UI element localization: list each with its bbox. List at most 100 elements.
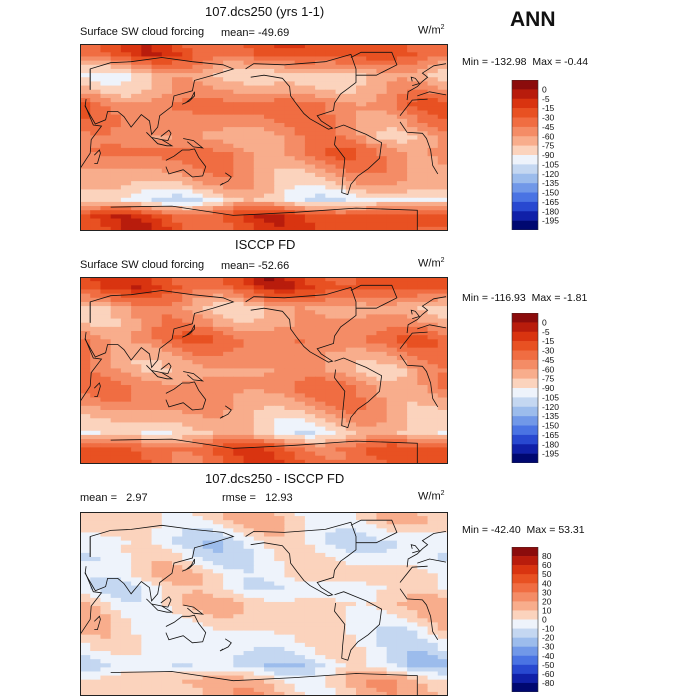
field-cell	[161, 606, 173, 611]
field-cell	[212, 77, 224, 82]
field-cell	[274, 189, 286, 195]
field-cell	[120, 524, 132, 529]
field-cell	[212, 44, 224, 49]
field-cell	[141, 185, 153, 191]
field-cell	[192, 322, 204, 328]
field-cell	[100, 306, 112, 311]
field-cell	[274, 548, 286, 554]
field-cell	[437, 193, 448, 199]
field-cell	[304, 331, 316, 336]
field-cell	[396, 397, 408, 403]
field-cell	[386, 516, 398, 521]
field-cell	[437, 139, 448, 145]
field-cell	[253, 168, 265, 174]
field-cell	[192, 520, 204, 525]
field-cell	[407, 68, 418, 74]
field-cell	[284, 414, 296, 419]
field-cell	[437, 663, 448, 668]
field-cell	[100, 147, 112, 153]
field-cell	[110, 581, 122, 587]
field-cell	[192, 301, 204, 307]
field-cell	[233, 364, 245, 370]
field-cell	[131, 667, 142, 673]
field-cell	[325, 118, 337, 124]
field-cell	[172, 671, 183, 677]
field-cell	[223, 659, 234, 664]
field-cell	[100, 459, 112, 464]
field-cell	[335, 372, 347, 378]
field-cell	[120, 610, 132, 615]
field-cell	[120, 285, 132, 291]
field-cell	[120, 552, 132, 558]
field-cell	[376, 663, 388, 668]
field-cell	[141, 131, 153, 137]
field-cell	[396, 585, 408, 591]
field-cell	[212, 185, 224, 191]
field-cell	[253, 360, 265, 365]
field-cell	[100, 293, 112, 299]
field-cell	[172, 520, 183, 525]
field-cell	[386, 98, 398, 103]
field-cell	[386, 114, 398, 120]
field-cell	[243, 93, 255, 99]
field-cell	[212, 524, 224, 529]
field-cell	[386, 524, 398, 529]
field-cell	[345, 409, 357, 415]
field-cell	[366, 552, 378, 558]
field-cell	[182, 638, 194, 644]
field-cell	[80, 618, 91, 623]
field-cell	[233, 351, 245, 357]
field-cell	[264, 197, 275, 203]
field-cell	[243, 48, 255, 53]
field-cell	[192, 131, 204, 137]
field-cell	[304, 326, 316, 332]
field-cell	[264, 606, 275, 611]
field-cell	[356, 532, 367, 538]
field-cell	[325, 218, 337, 224]
field-cell	[356, 81, 367, 87]
field-cell	[212, 618, 224, 623]
field-cell	[161, 618, 173, 623]
field-cell	[407, 577, 418, 583]
field-cell	[366, 139, 378, 145]
field-cell	[315, 77, 326, 82]
field-cell	[202, 98, 214, 103]
field-cell	[243, 189, 255, 195]
field-cell	[417, 306, 429, 311]
field-cell	[151, 48, 163, 53]
field-cell	[356, 156, 367, 161]
field-cell	[233, 565, 245, 570]
field-cell	[243, 364, 255, 370]
field-cell	[366, 589, 378, 595]
field-cell	[141, 106, 153, 112]
field-cell	[120, 418, 132, 424]
field-cell	[264, 544, 275, 550]
field-cell	[90, 85, 102, 91]
field-cell	[284, 422, 296, 428]
field-cell	[120, 601, 132, 607]
field-cell	[80, 372, 91, 378]
field-cell	[253, 339, 265, 345]
field-cell	[427, 331, 439, 336]
field-cell	[110, 93, 122, 99]
field-cell	[141, 663, 153, 668]
field-cell	[80, 364, 91, 370]
field-cell	[304, 540, 316, 546]
field-cell	[212, 451, 224, 457]
field-cell	[345, 638, 357, 644]
field-cell	[356, 434, 367, 440]
field-cell	[90, 618, 102, 623]
field-cell	[274, 114, 286, 120]
field-cell	[223, 81, 234, 87]
field-cell	[386, 73, 398, 78]
field-cell	[437, 638, 448, 644]
field-cell	[80, 318, 91, 324]
field-cell	[90, 593, 102, 599]
field-cell	[356, 597, 367, 603]
field-cell	[223, 98, 234, 103]
field-cell	[161, 289, 173, 295]
field-cell	[284, 426, 296, 432]
field-cell	[386, 642, 398, 648]
field-cell	[141, 343, 153, 349]
field-cell	[243, 301, 255, 307]
